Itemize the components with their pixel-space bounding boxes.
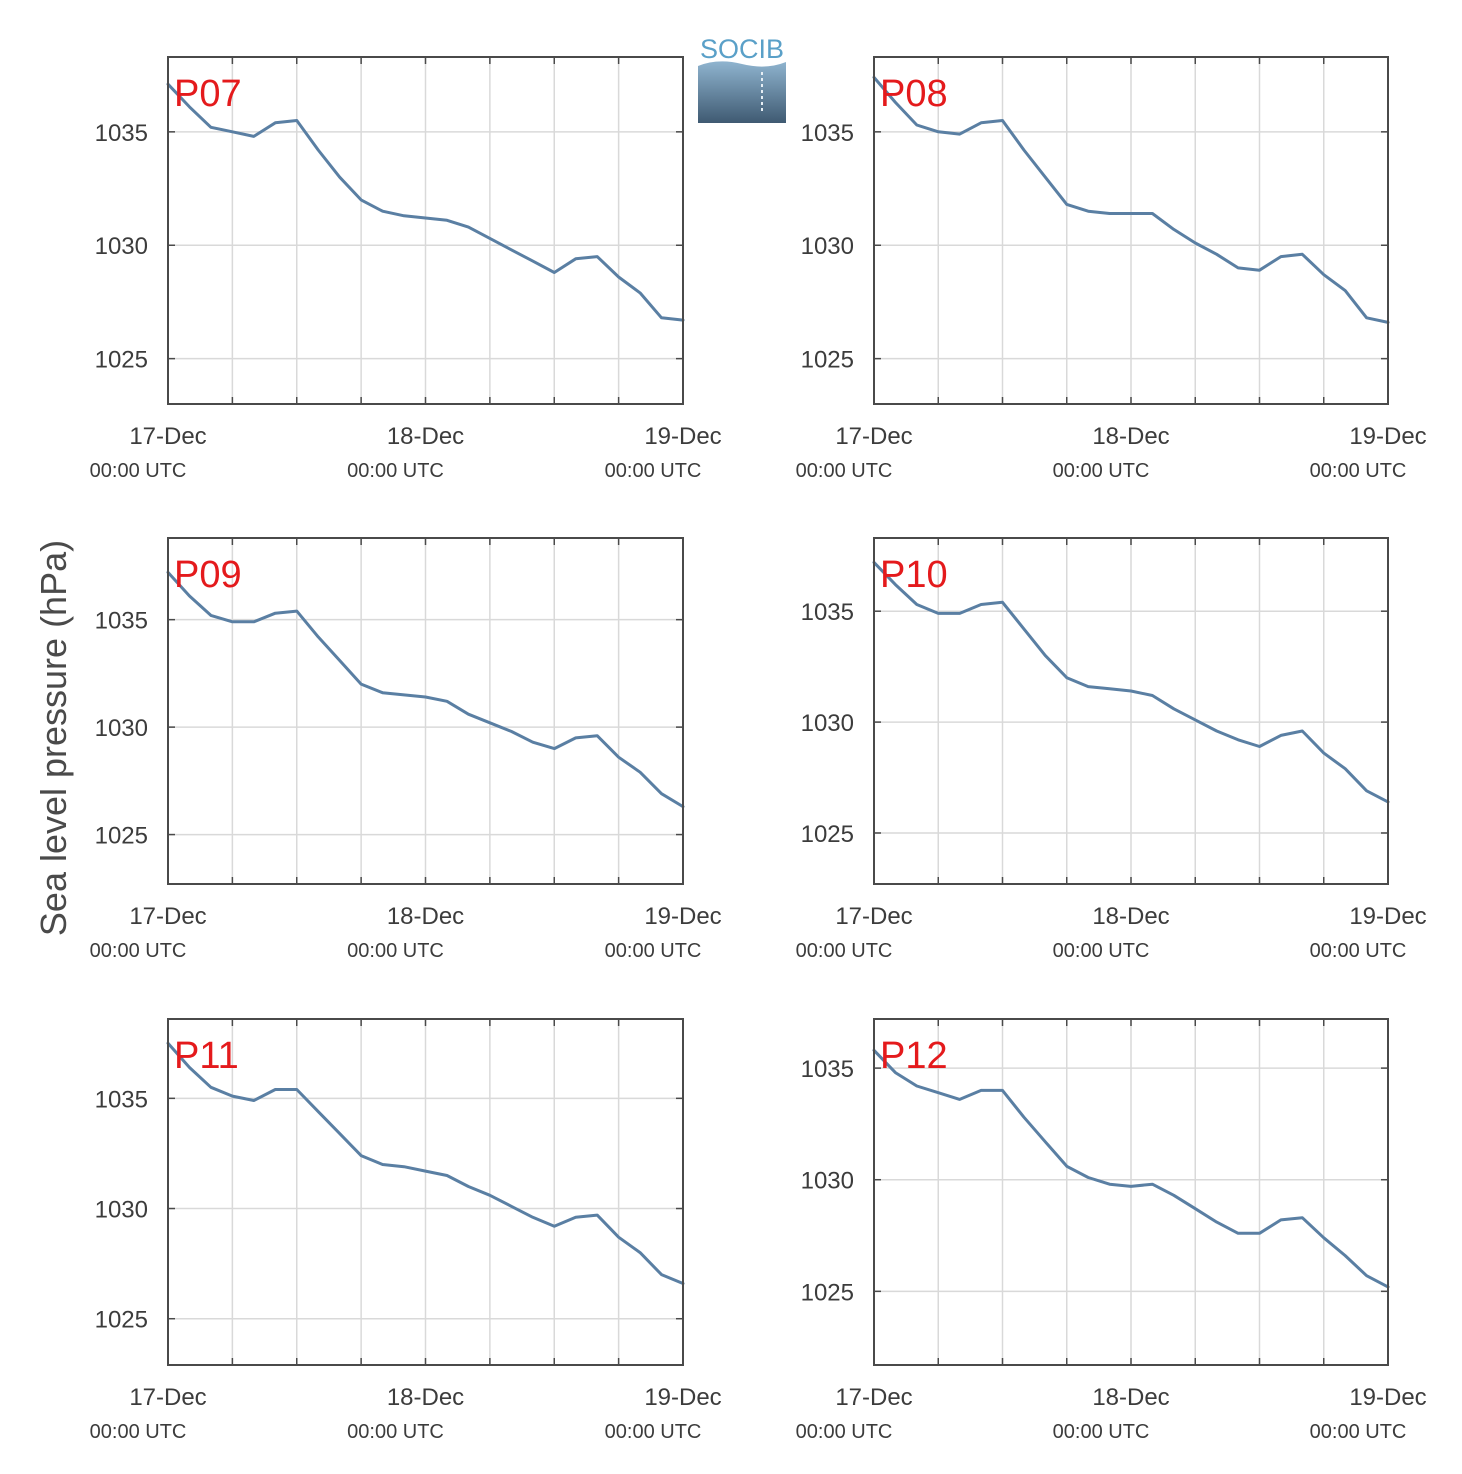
logo-mark: [761, 78, 763, 81]
x-tick-sublabel: 00:00 UTC: [90, 1421, 187, 1443]
x-tick-sublabel: 00:00 UTC: [605, 460, 702, 482]
logo-mark: [761, 96, 763, 99]
series-line: [872, 75, 1390, 324]
y-tick-label: 1025: [95, 823, 148, 850]
x-tick-sublabel: 00:00 UTC: [90, 940, 187, 962]
plot-frame: [873, 537, 1389, 885]
y-tick-label: 1025: [95, 1307, 148, 1334]
x-tick-sublabel: 00:00 UTC: [605, 940, 702, 962]
panel-p12: 1025 1030 1035 17-Dec 00:00 UTC 18-Dec 00:00 U…: [796, 1018, 1427, 1443]
x-tick-label: 17-Dec: [835, 1384, 912, 1411]
x-tick-sublabel: 00:00 UTC: [605, 1421, 702, 1443]
series-line: [872, 560, 1390, 804]
x-tick-sublabel: 00:00 UTC: [796, 1421, 893, 1443]
panel-label: P07: [174, 73, 242, 115]
y-tick-label: 1025: [95, 347, 148, 374]
x-tick-label: 17-Dec: [129, 1384, 206, 1411]
x-tick-sublabel: 00:00 UTC: [796, 460, 893, 482]
panel-p11: 1025 1030 1035 17-Dec 00:00 UTC 18-Dec 00:00 U…: [90, 1018, 722, 1443]
panels: 1025 1030 1035 17-Dec 00:00 UTC 18-Dec 00:00 U…: [90, 56, 1427, 1443]
x-tick-sublabel: 00:00 UTC: [1053, 1421, 1150, 1443]
x-tick-label: 18-Dec: [387, 1384, 464, 1411]
x-tick-label: 19-Dec: [1349, 423, 1426, 450]
series-line: [872, 1048, 1390, 1289]
logo-mark: [761, 84, 763, 87]
panel-p10: 1025 1030 1035 17-Dec 00:00 UTC 18-Dec 00:00 U…: [796, 537, 1427, 962]
panel-label: P12: [880, 1035, 948, 1077]
x-tick-sublabel: 00:00 UTC: [1310, 940, 1407, 962]
panel-label: P11: [174, 1035, 239, 1077]
plot-frame: [167, 56, 684, 405]
plot-frame: [167, 1018, 684, 1366]
y-tick-label: 1030: [801, 1168, 854, 1195]
plot-frame: [873, 1018, 1389, 1366]
panel-label: P09: [174, 554, 242, 596]
panel-p09: 1025 1030 1035 17-Dec 00:00 UTC 18-Dec 00:00 U…: [90, 537, 722, 962]
y-tick-label: 1025: [801, 1279, 854, 1306]
logo-mark: [761, 90, 763, 93]
x-tick-label: 17-Dec: [835, 423, 912, 450]
series-line: [166, 570, 685, 809]
logo-mark: [761, 108, 763, 111]
y-tick-label: 1035: [801, 120, 854, 147]
y-tick-label: 1035: [801, 1056, 854, 1083]
y-tick-label: 1035: [95, 608, 148, 635]
x-tick-label: 18-Dec: [1092, 1384, 1169, 1411]
logo-wave: [698, 61, 786, 123]
x-tick-label: 19-Dec: [644, 903, 721, 930]
y-tick-label: 1035: [95, 120, 148, 147]
x-tick-label: 18-Dec: [387, 423, 464, 450]
x-tick-sublabel: 00:00 UTC: [347, 460, 444, 482]
x-tick-label: 17-Dec: [129, 423, 206, 450]
x-tick-label: 18-Dec: [1092, 423, 1169, 450]
x-tick-sublabel: 00:00 UTC: [347, 1421, 444, 1443]
y-tick-label: 1030: [95, 715, 148, 742]
y-tick-label: 1030: [801, 233, 854, 260]
x-tick-label: 18-Dec: [387, 903, 464, 930]
panel-label: P10: [880, 554, 948, 596]
x-tick-label: 19-Dec: [644, 1384, 721, 1411]
panel-p07: 1025 1030 1035 17-Dec 00:00 UTC 18-Dec 00:00 U…: [90, 56, 722, 482]
panel-label: P08: [880, 73, 948, 115]
y-tick-label: 1035: [801, 599, 854, 626]
logo-mark: [761, 72, 763, 75]
y-tick-label: 1025: [801, 347, 854, 374]
y-tick-label: 1030: [95, 1197, 148, 1224]
x-tick-label: 17-Dec: [835, 903, 912, 930]
y-axis-label: Sea level pressure (hPa): [33, 540, 74, 936]
x-tick-sublabel: 00:00 UTC: [347, 940, 444, 962]
x-tick-label: 18-Dec: [1092, 903, 1169, 930]
socib-logo: SOCIB: [698, 34, 786, 123]
x-tick-sublabel: 00:00 UTC: [1053, 940, 1150, 962]
x-tick-label: 17-Dec: [129, 903, 206, 930]
y-tick-label: 1025: [801, 821, 854, 848]
x-tick-sublabel: 00:00 UTC: [90, 460, 187, 482]
plot-frame: [167, 537, 684, 885]
panel-p08: 1025 1030 1035 17-Dec 00:00 UTC 18-Dec 00:00 U…: [796, 56, 1427, 482]
logo-mark: [761, 102, 763, 105]
x-tick-label: 19-Dec: [1349, 903, 1426, 930]
logo-text: SOCIB: [700, 34, 784, 64]
series-line: [166, 82, 685, 322]
series-line: [166, 1041, 685, 1285]
y-tick-label: 1030: [95, 233, 148, 260]
x-tick-sublabel: 00:00 UTC: [1310, 1421, 1407, 1443]
plot-frame: [873, 56, 1389, 405]
x-tick-sublabel: 00:00 UTC: [796, 940, 893, 962]
x-tick-label: 19-Dec: [644, 423, 721, 450]
x-tick-label: 19-Dec: [1349, 1384, 1426, 1411]
x-tick-sublabel: 00:00 UTC: [1310, 460, 1407, 482]
y-tick-label: 1030: [801, 710, 854, 737]
y-tick-label: 1035: [95, 1086, 148, 1113]
x-tick-sublabel: 00:00 UTC: [1053, 460, 1150, 482]
